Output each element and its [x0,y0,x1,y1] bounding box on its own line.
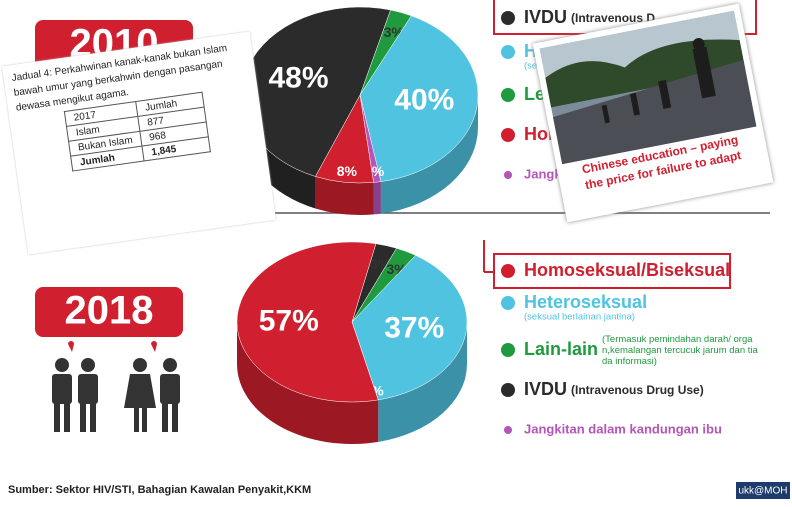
value-label: 48% [268,61,328,94]
legend-label: Heteroseksual [524,292,647,312]
legend-marker [501,128,515,142]
legend-marker [501,343,515,357]
slice-side [378,322,467,442]
slice-side [373,181,381,215]
slice [359,15,479,182]
legend-marker [501,296,515,310]
slice-side [315,176,374,215]
slice [236,241,379,403]
legend-marker [504,426,512,434]
slice-side [380,95,478,214]
badge-bg [736,482,790,499]
year-2018: 2018 [65,289,154,333]
legend-marker [501,383,515,397]
legend-note: (Intravenous Drug Use) [571,383,704,397]
value-label: 8% [337,163,358,179]
legend-label: Le [524,84,545,104]
photo [539,10,757,165]
legend-label: IVDU [524,379,567,399]
pie: 3%40%1%8%48% [241,6,479,215]
legend-label: Jangkitan dalam kandungan ibu [524,421,722,436]
legend-highlight [493,253,731,289]
slice-side [242,95,316,209]
legend-note: (Intravenous D [571,11,655,25]
legend-label: Lain-lain [524,339,598,359]
year-box [35,287,183,337]
legend-marker [504,171,512,179]
legend-note: (Termasuk pemindahan darah/ orga n,kemala… [602,334,758,367]
slice [351,255,468,401]
table-clipping: Jadual 4: Perkahwinan kanak-kanak bukan … [1,31,277,255]
legend-marker [501,264,515,278]
source: Sumber: Sektor HIV/STI, Bahagian Kawalan… [8,484,311,496]
value-label: 37% [384,312,444,345]
legend-note: (seksual berlainan jantina) [524,312,635,323]
value-label: 57% [259,304,319,337]
legend-label: Homoseksual/Biseksual [524,260,730,280]
legend-label: IVDU [524,7,567,27]
legend-marker [501,45,515,59]
legend-marker [501,88,515,102]
badge: ukk@MOH [738,486,787,497]
legend-marker [501,11,515,25]
slice-side [237,322,379,444]
pie: 3%3%37%0%57% [236,241,468,444]
photo-clipping: Chinese education – paying the price for… [532,3,774,223]
value-label: 40% [394,83,454,116]
people-icon [52,341,180,432]
